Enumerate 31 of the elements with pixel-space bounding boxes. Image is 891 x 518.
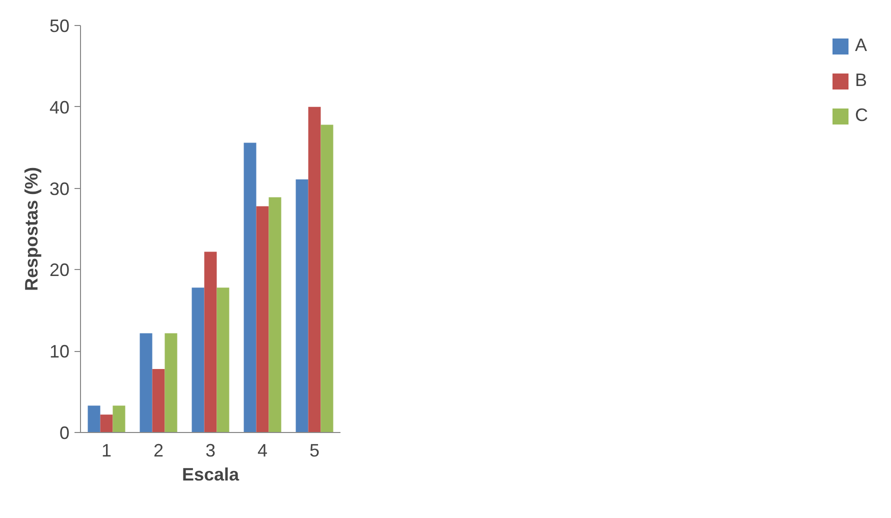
y-tick-label: 40 xyxy=(49,97,70,118)
x-tick-label: 4 xyxy=(257,440,268,460)
y-tick-label: 30 xyxy=(49,178,70,199)
bar xyxy=(204,252,217,432)
y-tick-label: 10 xyxy=(49,342,70,362)
x-axis-title: Escala xyxy=(182,464,240,484)
y-axis-title: Respostas (%) xyxy=(21,166,42,292)
bar xyxy=(308,106,321,432)
y-tick-label: 20 xyxy=(49,260,70,280)
bar xyxy=(216,288,230,432)
bar xyxy=(164,333,178,432)
bar xyxy=(192,288,204,432)
x-tick-label: 3 xyxy=(205,440,216,460)
y-tick-label: 50 xyxy=(49,16,70,36)
bar xyxy=(320,124,334,432)
x-tick-label: 5 xyxy=(309,440,320,460)
bar xyxy=(296,179,308,432)
x-tick-label: 2 xyxy=(153,440,164,460)
bar xyxy=(88,406,100,432)
bar xyxy=(268,197,282,432)
legend-label: A xyxy=(855,35,868,56)
x-tick-label: 1 xyxy=(101,440,112,460)
bar xyxy=(112,406,126,432)
legend-label: B xyxy=(855,70,868,91)
bar xyxy=(100,414,113,432)
bar xyxy=(256,206,269,432)
legend-label: C xyxy=(855,105,869,126)
bar xyxy=(140,333,152,432)
y-tick-label: 0 xyxy=(59,423,70,443)
bar xyxy=(244,142,256,432)
bar xyxy=(152,369,165,432)
